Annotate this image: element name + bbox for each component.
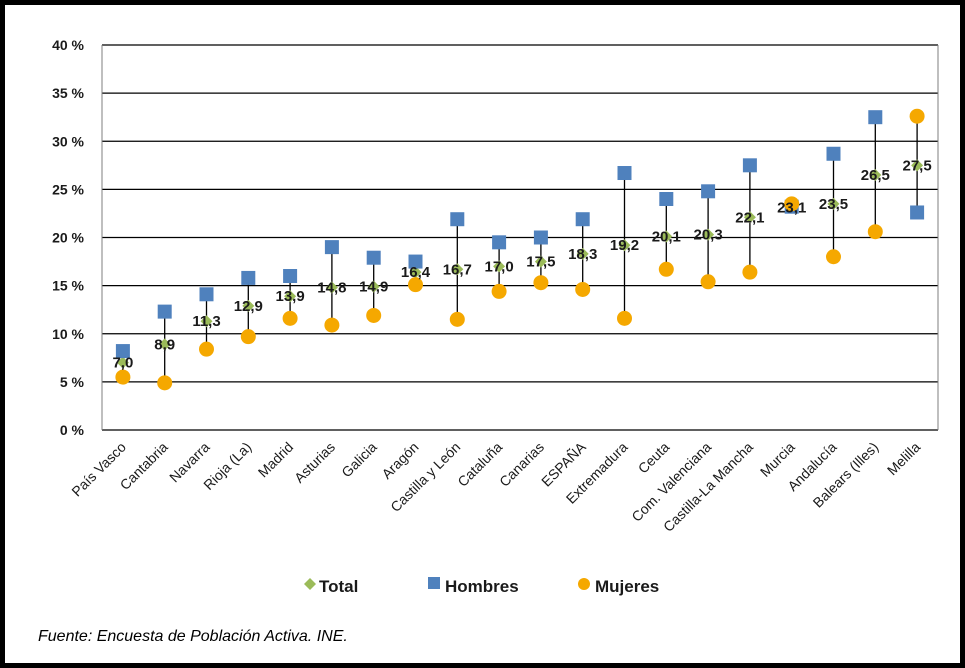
mujeres-point [533,275,549,291]
legend: Total Hombres Mujeres [304,577,659,596]
hombres-point [659,192,674,206]
total-data-label: 14,9 [359,279,388,296]
total-point [618,239,631,252]
total-data-label: 23,5 [819,196,848,213]
mujeres-point [115,369,131,385]
legend-mujeres-label: Mujeres [595,577,659,596]
total-data-label: 20,1 [652,229,681,246]
mujeres-point [742,264,758,280]
y-tick-label: 35 % [52,85,84,101]
total-point [409,266,422,279]
y-tick-label: 10 % [52,326,84,342]
mujeres-point [867,224,883,240]
mujeres-point [575,281,591,297]
source-note: Fuente: Encuesta de Población Activa. IN… [38,628,348,645]
y-tick-label: 0 % [60,422,85,438]
total-point [158,338,171,351]
mujeres-point [282,310,298,326]
hombres-point [701,184,716,199]
hombres-point [199,287,214,302]
total-data-label: 7,0 [112,355,133,372]
total-data-label: 23,1 [777,200,806,217]
total-data-label: 19,2 [610,237,639,254]
total-point [242,299,255,312]
total-point [116,356,129,369]
hombres-point [283,269,298,283]
total-point [367,280,380,293]
total-point [827,197,840,210]
total-point [869,168,882,181]
mujeres-point [199,341,214,357]
legend-hombres-label: Hombres [445,577,519,596]
hombres-point [115,344,130,359]
total-data-label: 22,1 [735,209,764,226]
total-point [702,228,715,241]
hombres-point [450,212,465,227]
total-point [493,260,506,273]
total-data-label: 27,5 [902,157,931,174]
legend-mujeres-marker [578,578,590,590]
mujeres-point [157,375,173,391]
total-point [534,255,547,268]
mujeres-point [366,307,382,323]
total-data-label: 18,3 [568,246,597,263]
hombres-point [617,166,632,181]
total-point [200,315,213,328]
hombres-point [241,270,256,285]
total-data-label: 17,5 [526,254,555,271]
mujeres-point [700,274,716,290]
total-point [743,211,756,224]
mujeres-point [617,310,632,326]
legend-total-marker [304,578,316,590]
mujeres-point [784,196,800,212]
hombres-point [408,254,423,269]
total-point [284,290,297,303]
total-data-label: 16,4 [401,264,431,281]
mujeres-point [324,317,340,333]
mujeres-point [491,283,507,299]
mujeres-point [909,108,925,124]
legend-hombres-marker [428,577,440,589]
hombres-point [324,240,339,255]
hombres-point [742,158,757,173]
y-tick-label: 15 % [52,278,84,294]
mujeres-point [240,329,256,345]
mujeres-point [408,277,423,293]
total-point [911,159,924,172]
y-tick-label: 25 % [52,181,84,197]
hombres-point [366,250,381,265]
total-data-label: 12,9 [234,298,263,315]
total-data-label: 8,9 [154,336,175,353]
hombres-point [575,212,590,227]
total-data-label: 17,0 [484,258,513,275]
hombres-point [492,235,507,250]
y-tick-label: 5 % [60,374,85,390]
legend-total-label: Total [319,577,358,596]
total-data-label: 20,3 [693,227,722,244]
hombres-point [533,230,548,245]
total-point [576,247,589,260]
y-tick-label: 30 % [52,133,84,149]
y-tick-label: 40 % [52,37,84,53]
total-point [660,230,673,243]
hombres-point [868,110,883,125]
total-data-label: 14,8 [317,280,346,297]
mujeres-point [658,261,674,277]
total-data-label: 13,9 [275,288,304,305]
y-tick-label: 20 % [52,230,84,246]
total-data-label: 16,7 [443,261,472,278]
total-data-label: 26,5 [861,167,890,184]
hombres-point [910,205,925,220]
total-point [325,281,338,294]
hombres-point [826,146,841,161]
mujeres-point [449,311,465,327]
hombres-point [157,304,172,319]
mujeres-point [826,249,841,265]
total-data-label: 11,3 [192,313,220,330]
total-point [451,263,464,276]
